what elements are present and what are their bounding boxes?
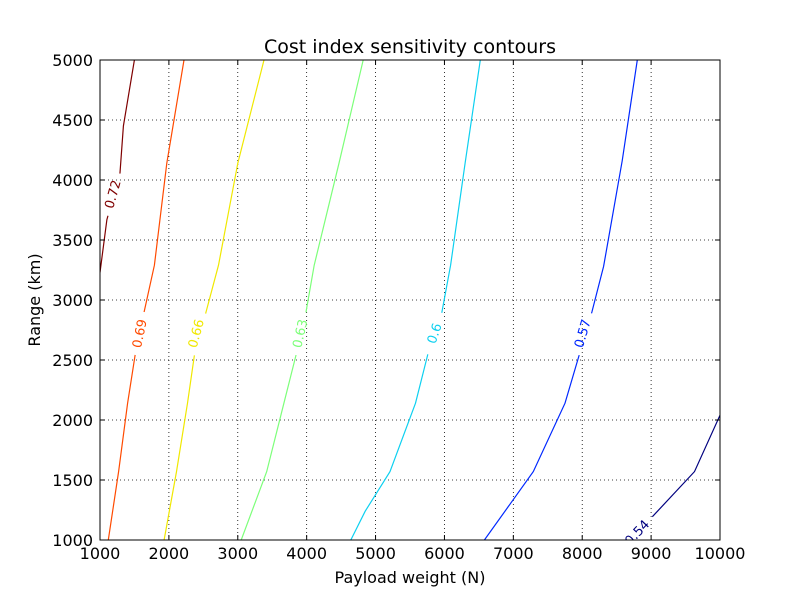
y-tick-label: 4000	[52, 171, 93, 190]
axis-ticks: 1000 2000 3000 4000 5000 6000 7000 8000 9000 1000…	[52, 51, 745, 563]
contour-label: 0.63	[290, 318, 311, 350]
contour-labels: 0.540.570.60.630.660.690.72	[102, 179, 653, 540]
y-tick-label: 5000	[52, 51, 93, 70]
x-tick-label: 1000	[80, 544, 121, 563]
y-tick-label: 1000	[52, 531, 93, 550]
y-tick-label: 3000	[52, 291, 93, 310]
contour-label: 0.66	[186, 318, 208, 350]
contour-line	[483, 60, 638, 540]
x-axis-label: Payload weight (N)	[335, 568, 486, 587]
x-tick-label: 7000	[493, 544, 534, 563]
y-axis-label: Range (km)	[25, 253, 44, 346]
contour-label: 0.6	[425, 322, 446, 346]
x-tick-label: 4000	[286, 544, 327, 563]
x-tick-label: 10000	[695, 544, 746, 563]
contour-label: 0.69	[130, 318, 151, 349]
x-tick-label: 3000	[217, 544, 258, 563]
contour-line	[100, 60, 135, 273]
contour-line	[645, 414, 720, 524]
x-tick-label: 9000	[631, 544, 672, 563]
x-tick-label: 8000	[562, 544, 603, 563]
contour-line	[163, 60, 265, 540]
y-tick-label: 2000	[52, 411, 93, 430]
contour-lines	[100, 60, 720, 540]
y-tick-label: 3500	[52, 231, 93, 250]
x-tick-label: 5000	[355, 544, 396, 563]
y-tick-label: 4500	[52, 111, 93, 130]
y-tick-label: 2500	[52, 351, 93, 370]
contour-line	[107, 60, 185, 540]
contour-line	[350, 60, 481, 540]
chart-title: Cost index sensitivity contours	[264, 36, 556, 58]
x-tick-label: 2000	[149, 544, 190, 563]
contour-label: 0.72	[102, 179, 124, 211]
y-tick-label: 1500	[52, 471, 93, 490]
contour-line	[240, 60, 364, 540]
contour-label: 0.57	[572, 318, 595, 350]
x-tick-label: 6000	[424, 544, 465, 563]
